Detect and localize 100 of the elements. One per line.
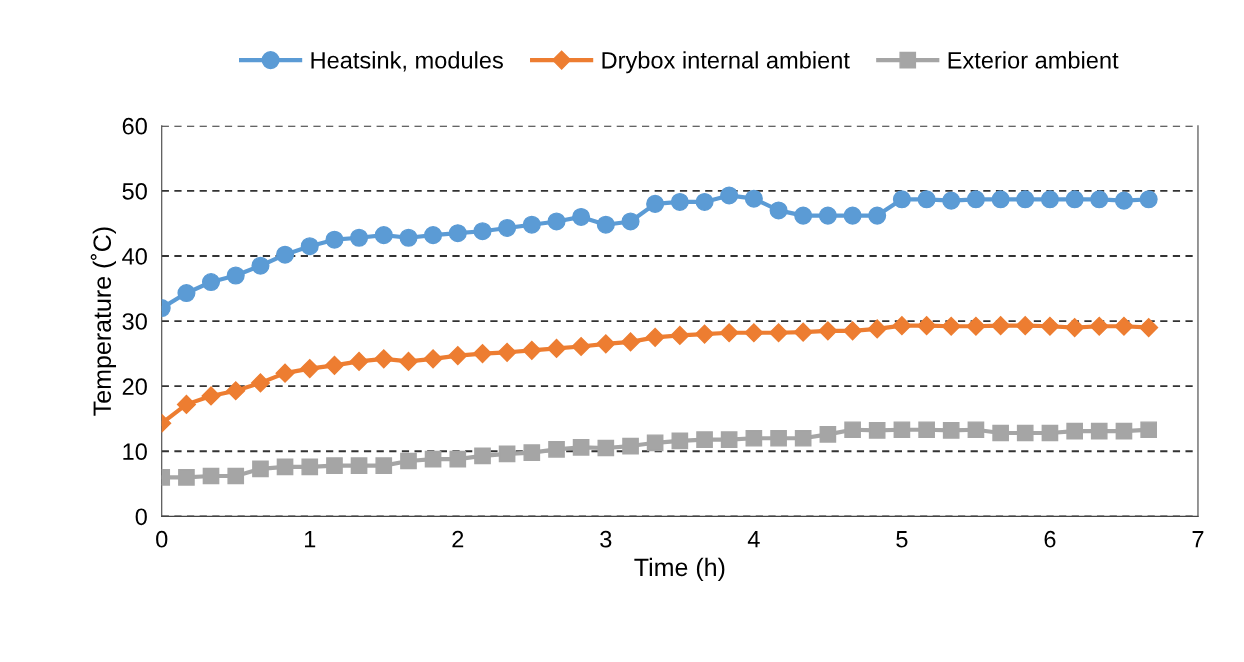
point <box>448 346 468 366</box>
point <box>326 457 343 474</box>
x-tick-label: 2 <box>452 530 464 548</box>
point <box>645 327 665 347</box>
point <box>917 316 937 336</box>
y-tick-label: 0 <box>135 508 147 526</box>
y-tick-label: 20 <box>122 378 147 395</box>
point <box>843 206 862 225</box>
point <box>548 440 565 458</box>
point <box>867 319 887 339</box>
point <box>744 189 763 208</box>
point <box>621 332 641 352</box>
point <box>571 336 591 356</box>
point <box>1114 316 1134 336</box>
point <box>671 432 689 450</box>
point <box>523 444 541 461</box>
point <box>596 334 616 354</box>
point <box>720 186 739 205</box>
point <box>522 340 542 360</box>
point <box>1015 316 1035 336</box>
y-axis-title: Temperature (˚C) <box>90 227 117 416</box>
point <box>967 421 985 439</box>
point <box>572 207 591 226</box>
x-tick-label: 7 <box>1192 531 1204 548</box>
point <box>1040 190 1059 209</box>
point <box>941 316 961 336</box>
x-axis-title: Time (h) <box>634 557 725 582</box>
point <box>251 256 270 275</box>
point <box>424 226 443 245</box>
point <box>966 316 986 336</box>
point <box>793 322 813 342</box>
x-tick-label: 6 <box>1044 530 1056 548</box>
point <box>474 447 491 465</box>
point <box>942 191 961 210</box>
point <box>300 237 319 256</box>
point <box>596 215 615 234</box>
point <box>227 467 245 485</box>
point <box>350 457 368 474</box>
point <box>1089 316 1109 336</box>
point <box>819 426 837 443</box>
point <box>276 245 295 264</box>
point <box>719 323 739 343</box>
point <box>226 266 245 285</box>
point <box>670 325 690 345</box>
point <box>202 467 220 485</box>
x-tick-label: 3 <box>600 530 612 548</box>
point <box>522 215 541 234</box>
point <box>398 351 419 371</box>
point <box>1041 424 1059 442</box>
point <box>843 321 863 341</box>
point <box>250 373 270 393</box>
x-tick-label: 1 <box>304 531 316 548</box>
point <box>1115 422 1133 440</box>
point <box>1016 424 1034 442</box>
point <box>770 429 787 447</box>
point <box>794 429 812 447</box>
point <box>177 284 196 303</box>
point <box>1066 422 1083 440</box>
point <box>399 228 418 247</box>
point <box>349 351 369 371</box>
legend-label: Exterior ambient <box>948 51 1119 69</box>
point <box>1090 422 1108 440</box>
point <box>646 434 664 452</box>
point <box>597 439 615 457</box>
point <box>1090 190 1109 209</box>
point <box>276 458 294 476</box>
point <box>670 192 689 211</box>
point <box>1065 318 1085 338</box>
point <box>893 421 911 439</box>
point <box>794 206 813 225</box>
point <box>868 422 886 439</box>
point <box>572 439 590 456</box>
y-tick-label: 40 <box>122 248 147 265</box>
point <box>918 421 935 439</box>
point <box>621 212 640 231</box>
point <box>992 424 1009 442</box>
point <box>1140 421 1158 439</box>
point <box>201 272 221 292</box>
point <box>498 218 517 238</box>
point <box>324 355 345 375</box>
y-tick-label: 10 <box>123 443 147 461</box>
point <box>497 342 517 362</box>
point <box>818 206 837 225</box>
point <box>991 190 1010 209</box>
point <box>201 386 221 406</box>
point <box>744 323 764 343</box>
point <box>769 201 788 220</box>
x-tick-label: 4 <box>747 531 760 548</box>
point <box>769 323 789 343</box>
point <box>1139 318 1159 338</box>
point <box>844 421 861 439</box>
point <box>400 452 417 470</box>
legend-label: Drybox internal ambient <box>602 51 850 74</box>
y-tick-label: 50 <box>122 182 147 200</box>
point <box>695 192 714 211</box>
point <box>1065 190 1084 209</box>
point <box>646 194 665 213</box>
y-tick-label: 30 <box>122 313 147 330</box>
point <box>374 226 393 245</box>
point <box>1016 190 1035 209</box>
